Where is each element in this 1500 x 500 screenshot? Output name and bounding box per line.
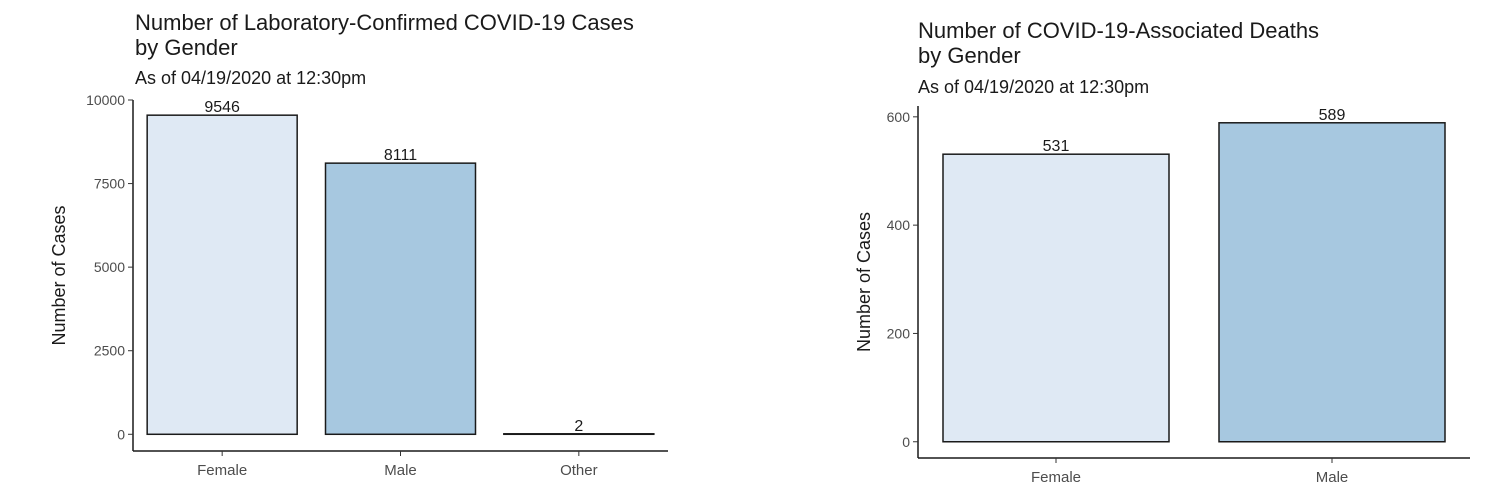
deaths-y-tick-label: 200 [887,325,911,341]
cases-y-tick-label: 10000 [86,92,125,108]
cases-x-tick-label-other: Other [560,462,598,479]
cases-x-tick-label-female: Female [197,462,247,479]
deaths-data-label-male: 589 [1319,107,1346,124]
cases-y-axis-label: Number of Cases [49,205,69,345]
cases-chart-panel: Number of Laboratory-Confirmed COVID-19 … [0,0,720,500]
cases-data-label-male: 8111 [384,147,417,164]
cases-y-tick-label: 0 [117,426,125,442]
deaths-y-tick-label: 0 [902,434,910,450]
deaths-bar-male [1218,122,1446,443]
cases-bar-other [503,433,655,436]
deaths-data-label-female: 531 [1043,138,1070,155]
deaths-x-tick-label-female: Female [1031,469,1081,486]
cases-y-tick-label: 7500 [94,176,125,192]
cases-data-label-other: 2 [574,418,583,435]
deaths-bar-female [942,153,1170,443]
deaths-bar-chart: 0 200 400 600 Number of Cases 531 Female 589 Mal… [854,106,1470,486]
deaths-chart-panel: Number of COVID-19-Associated Deaths by … [760,0,1500,500]
cases-y-tick-label: 2500 [94,343,125,359]
cases-title-line2: by Gender [135,35,238,60]
cases-chart-title: Number of Laboratory-Confirmed COVID-19 … [135,10,634,60]
cases-chart-subtitle: As of 04/19/2020 at 12:30pm [135,68,367,88]
deaths-y-axis-label: Number of Cases [854,212,874,352]
deaths-chart-subtitle: As of 04/19/2020 at 12:30pm [918,77,1150,97]
cases-bar-male [324,162,477,436]
deaths-title-line2: by Gender [918,43,1021,68]
cases-x-tick-label-male: Male [384,462,417,479]
deaths-chart-title: Number of COVID-19-Associated Deaths by … [918,18,1319,68]
cases-title-line1: Number of Laboratory-Confirmed COVID-19 … [135,10,634,35]
deaths-y-tick-label: 400 [887,217,911,233]
deaths-title-line1: Number of COVID-19-Associated Deaths [918,18,1320,43]
cases-y-tick-label: 5000 [94,259,125,275]
cases-bar-chart: 0 2500 5000 7500 10000 Number of Cases 9546 Fem… [49,92,668,479]
deaths-y-tick-label: 600 [887,109,911,125]
cases-bar-female [146,114,298,436]
cases-data-label-female: 9546 [204,99,240,116]
deaths-x-tick-label-male: Male [1316,469,1349,486]
